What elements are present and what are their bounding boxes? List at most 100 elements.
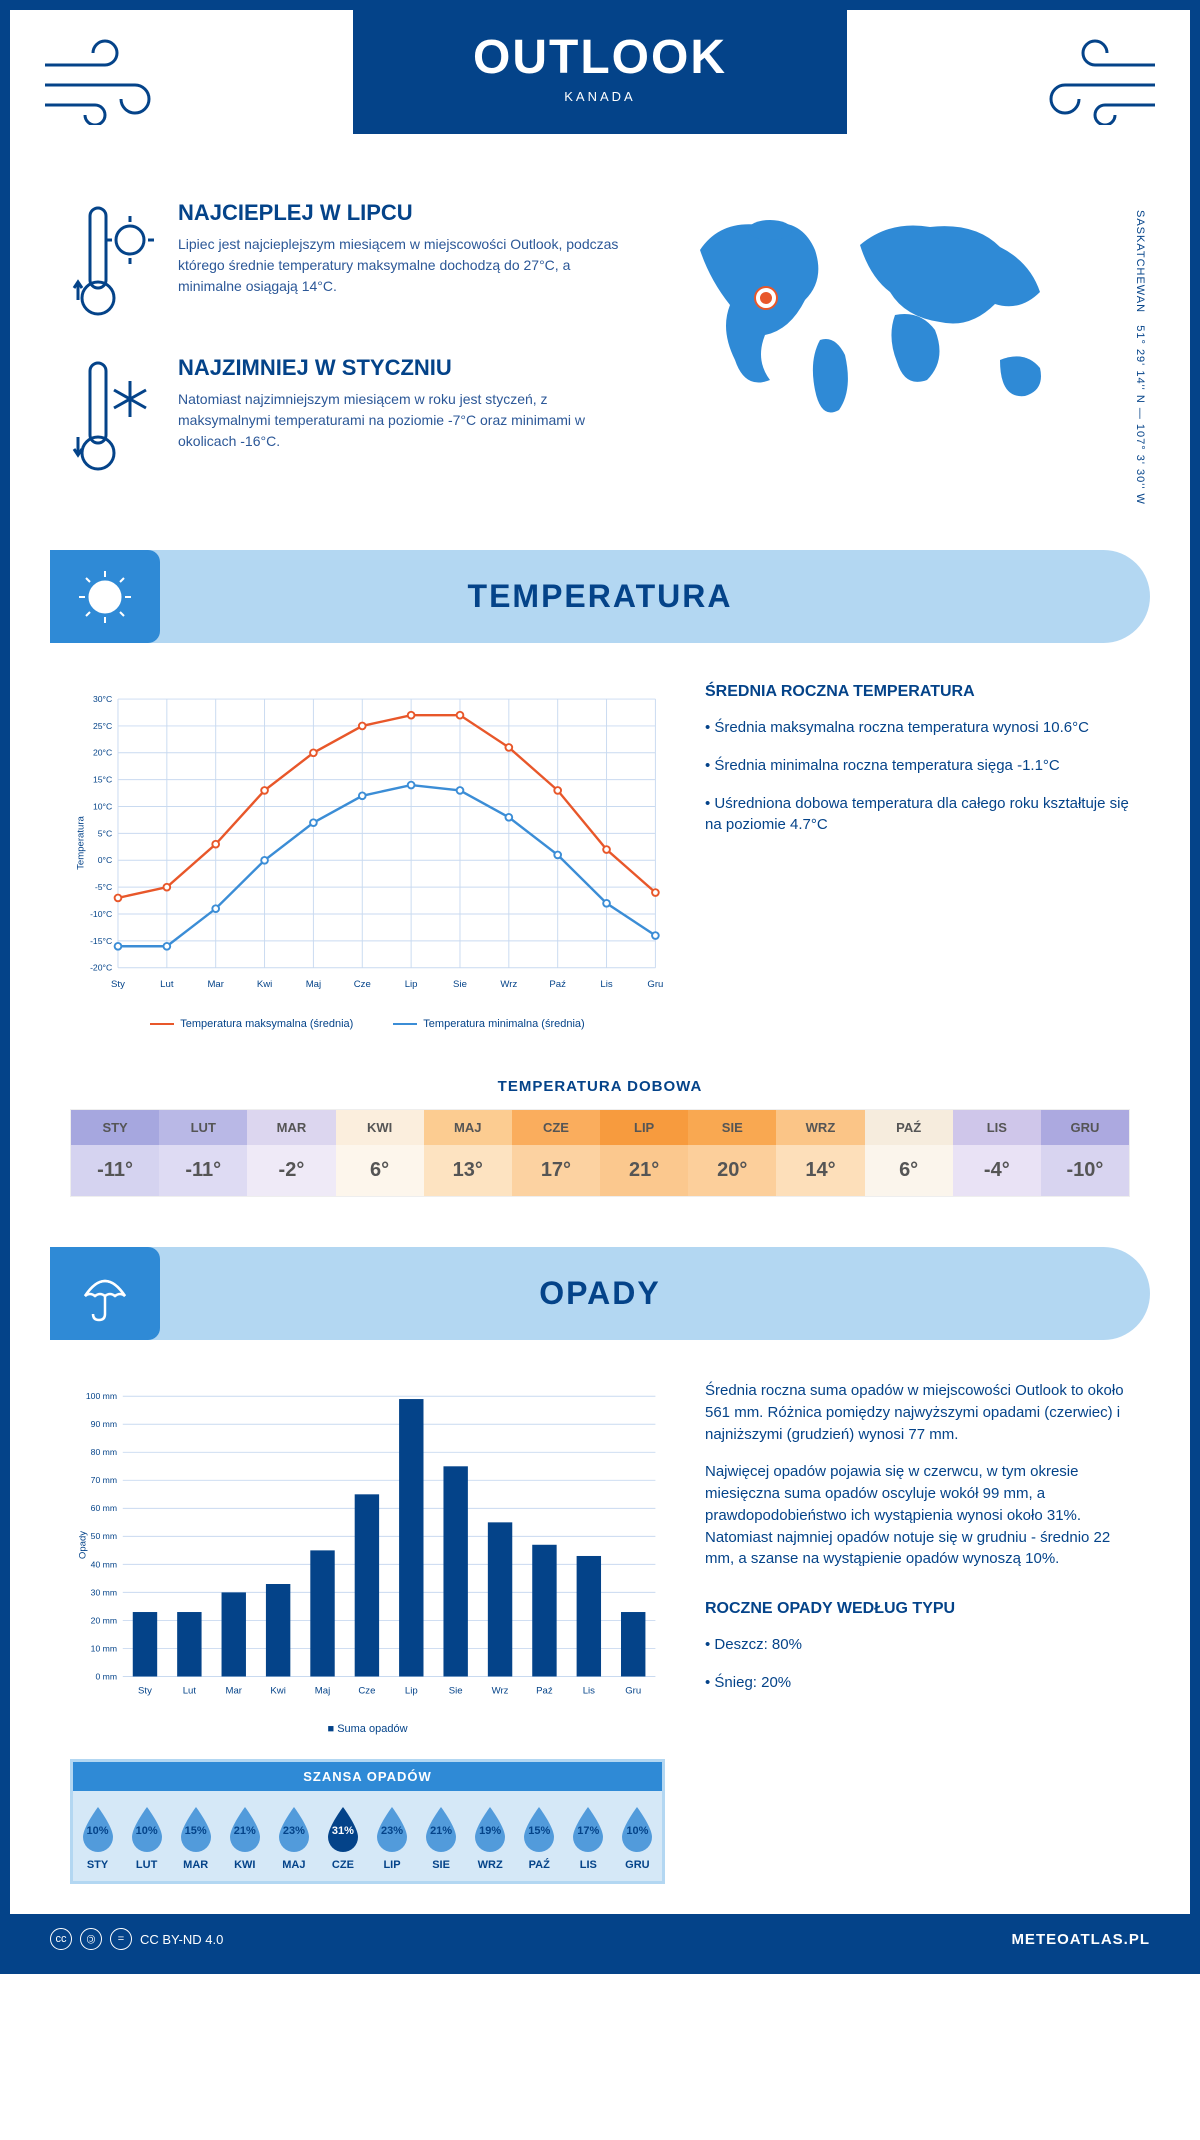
svg-text:Gru: Gru [625, 1686, 641, 1697]
svg-text:-5°C: -5°C [95, 882, 112, 892]
svg-text:Kwi: Kwi [270, 1686, 285, 1697]
svg-text:Sty: Sty [111, 979, 125, 990]
temp-bullet: • Uśredniona dobowa temperatura dla całe… [705, 793, 1130, 837]
temp-bullet: • Średnia maksymalna roczna temperatura … [705, 717, 1130, 739]
daily-temp-cell: LUT-11° [159, 1110, 247, 1196]
precip-chance-cell: 31%CZE [318, 1791, 367, 1881]
wind-icon [40, 35, 180, 125]
svg-text:Paź: Paź [536, 1686, 553, 1697]
svg-text:Sie: Sie [449, 1686, 463, 1697]
license: cc🄯= CC BY-ND 4.0 [50, 1928, 223, 1950]
daily-temp-cell: PAŹ6° [865, 1110, 953, 1196]
precip-chance-cell: 21%SIE [417, 1791, 466, 1881]
svg-text:0°C: 0°C [98, 855, 112, 865]
precip-heading: OPADY [50, 1275, 1150, 1312]
svg-text:Cze: Cze [358, 1686, 375, 1697]
svg-text:50 mm: 50 mm [91, 1531, 117, 1541]
precip-chance-cell: 17%LIS [564, 1791, 613, 1881]
temp-bullet: • Średnia minimalna roczna temperatura s… [705, 755, 1130, 777]
title-banner: OUTLOOK KANADA [353, 10, 847, 134]
coordinates: SASKATCHEWAN 51° 29' 14'' N — 107° 3' 30… [1134, 210, 1146, 505]
site-name: METEOATLAS.PL [1011, 1931, 1150, 1948]
svg-text:-10°C: -10°C [90, 909, 112, 919]
svg-text:30 mm: 30 mm [91, 1587, 117, 1597]
annual-temp-title: ŚREDNIA ROCZNA TEMPERATURA [705, 683, 1130, 701]
svg-text:Lis: Lis [583, 1686, 595, 1697]
svg-text:Sty: Sty [138, 1686, 152, 1697]
header: OUTLOOK KANADA [10, 10, 1190, 190]
svg-text:Lip: Lip [405, 1686, 418, 1697]
svg-text:Lip: Lip [405, 979, 418, 990]
svg-text:100 mm: 100 mm [86, 1391, 117, 1401]
daily-temp-cell: STY-11° [71, 1110, 159, 1196]
precip-bar-chart: 0 mm10 mm20 mm30 mm40 mm50 mm60 mm70 mm8… [70, 1380, 665, 1710]
svg-text:Sie: Sie [453, 979, 467, 990]
svg-text:Paź: Paź [549, 979, 566, 990]
precip-type-title: ROCZNE OPADY WEDŁUG TYPU [705, 1600, 1130, 1618]
svg-text:15°C: 15°C [93, 775, 112, 785]
svg-text:Lis: Lis [600, 979, 612, 990]
svg-text:Maj: Maj [306, 979, 321, 990]
svg-text:60 mm: 60 mm [91, 1503, 117, 1513]
bar-legend: Suma opadów [70, 1723, 665, 1735]
daily-temp-cell: WRZ14° [776, 1110, 864, 1196]
precip-chance-box: SZANSA OPADÓW 10%STY10%LUT15%MAR21%KWI23… [70, 1759, 665, 1884]
svg-text:Lut: Lut [183, 1686, 197, 1697]
temperature-banner: TEMPERATURA [50, 550, 1150, 643]
svg-text:Mar: Mar [225, 1686, 242, 1697]
precip-type-item: • Śnieg: 20% [705, 1672, 1130, 1694]
daily-temp-cell: LIS-4° [953, 1110, 1041, 1196]
daily-temp-cell: MAJ13° [424, 1110, 512, 1196]
thermometer-hot-icon [70, 200, 160, 325]
daily-temp-cell: LIP21° [600, 1110, 688, 1196]
world-map [670, 200, 1090, 430]
svg-text:40 mm: 40 mm [91, 1559, 117, 1569]
precip-chance-cell: 23%MAJ [269, 1791, 318, 1881]
precip-text: Najwięcej opadów pojawia się w czerwcu, … [705, 1461, 1130, 1570]
precip-chance-cell: 15%PAŹ [515, 1791, 564, 1881]
svg-text:Maj: Maj [315, 1686, 330, 1697]
precip-chance-cell: 19%WRZ [466, 1791, 515, 1881]
page-title: OUTLOOK [473, 30, 727, 85]
daily-temp-table: STY-11°LUT-11°MAR-2°KWI6°MAJ13°CZE17°LIP… [70, 1109, 1130, 1197]
svg-text:Wrz: Wrz [500, 979, 517, 990]
sun-icon [50, 550, 160, 643]
svg-text:0 mm: 0 mm [95, 1671, 117, 1681]
coldest-title: NAJZIMNIEJ W STYCZNIU [178, 355, 630, 381]
daily-temp-cell: MAR-2° [247, 1110, 335, 1196]
svg-text:70 mm: 70 mm [91, 1475, 117, 1485]
svg-text:Kwi: Kwi [257, 979, 272, 990]
daily-temp-cell: CZE17° [512, 1110, 600, 1196]
svg-text:20 mm: 20 mm [91, 1615, 117, 1625]
page-subtitle: KANADA [473, 89, 727, 104]
thermometer-cold-icon [70, 355, 160, 480]
precip-chance-cell: 23%LIP [367, 1791, 416, 1881]
svg-text:-15°C: -15°C [90, 936, 112, 946]
svg-text:5°C: 5°C [98, 828, 112, 838]
wind-icon [1020, 35, 1160, 125]
svg-text:10°C: 10°C [93, 801, 112, 811]
svg-text:Temperatura: Temperatura [75, 815, 86, 869]
svg-text:Opady: Opady [77, 1531, 88, 1559]
temperature-line-chart: -20°C-15°C-10°C-5°C0°C5°C10°C15°C20°C25°… [70, 683, 665, 1003]
warmest-block: NAJCIEPLEJ W LIPCU Lipiec jest najcieple… [70, 200, 630, 325]
location-marker [756, 288, 776, 308]
coldest-block: NAJZIMNIEJ W STYCZNIU Natomiast najzimni… [70, 355, 630, 480]
precip-banner: OPADY [50, 1247, 1150, 1340]
umbrella-icon [50, 1247, 160, 1340]
temperature-heading: TEMPERATURA [50, 578, 1150, 615]
footer: cc🄯= CC BY-ND 4.0 METEOATLAS.PL [10, 1914, 1190, 1964]
warmest-text: Lipiec jest najcieplejszym miesiącem w m… [178, 234, 630, 297]
daily-temp-cell: GRU-10° [1041, 1110, 1129, 1196]
precip-chance-cell: 10%GRU [613, 1791, 662, 1881]
precip-type-item: • Deszcz: 80% [705, 1634, 1130, 1656]
svg-text:Mar: Mar [207, 979, 224, 990]
daily-temp-title: TEMPERATURA DOBOWA [10, 1078, 1190, 1095]
svg-text:90 mm: 90 mm [91, 1419, 117, 1429]
svg-text:25°C: 25°C [93, 721, 112, 731]
svg-text:30°C: 30°C [93, 694, 112, 704]
coldest-text: Natomiast najzimniejszym miesiącem w rok… [178, 389, 630, 452]
precip-text: Średnia roczna suma opadów w miejscowośc… [705, 1380, 1130, 1445]
precip-chance-cell: 10%STY [73, 1791, 122, 1881]
svg-text:Cze: Cze [354, 979, 371, 990]
